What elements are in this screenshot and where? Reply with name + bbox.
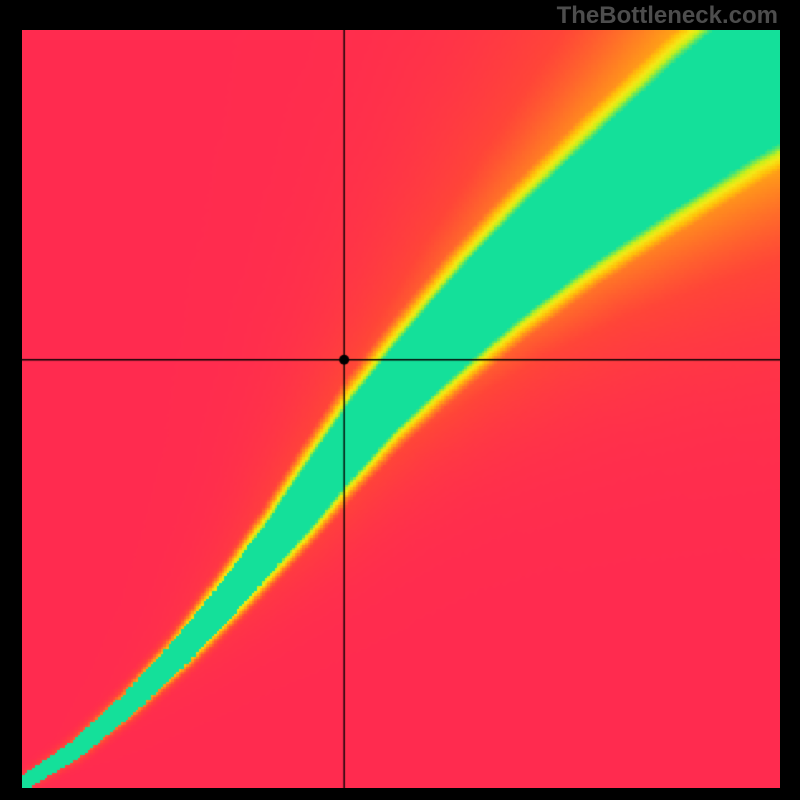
chart-container: TheBottleneck.com	[0, 0, 800, 800]
watermark-label: TheBottleneck.com	[557, 2, 778, 30]
bottleneck-heatmap	[22, 30, 780, 788]
